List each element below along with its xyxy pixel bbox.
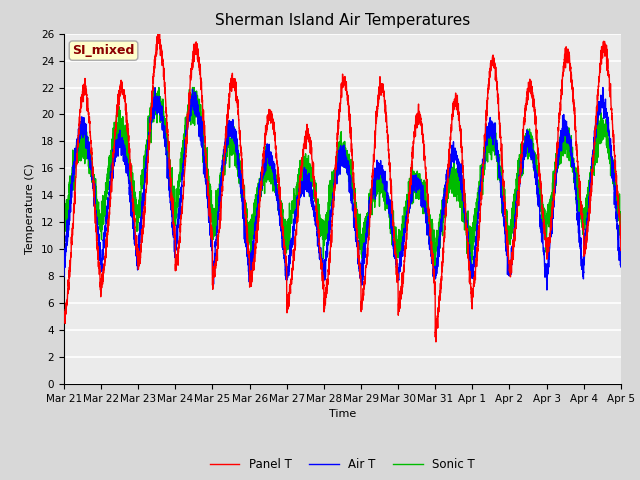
Panel T [436,290,444,296]
Panel T [499,177,507,182]
Line: Air T: Air T [64,87,621,290]
Air T [616,252,624,258]
Air T [436,224,444,230]
Title: Sherman Island Air Temperatures: Sherman Island Air Temperatures [215,13,470,28]
Panel T [617,248,625,253]
Air T [617,264,625,270]
Sonic T [616,225,624,231]
Sonic T [431,265,439,271]
Line: Sonic T: Sonic T [64,87,621,268]
Air T [60,274,68,279]
Sonic T [617,213,625,219]
Sonic T [161,123,168,129]
Text: SI_mixed: SI_mixed [72,44,135,57]
Panel T [322,285,330,290]
Sonic T [60,232,68,238]
Panel T [432,339,440,345]
Sonic T [499,180,507,186]
Panel T [616,222,624,228]
Air T [160,129,168,135]
Sonic T [436,220,444,226]
Sonic T [468,230,476,236]
Y-axis label: Temperature (C): Temperature (C) [26,163,35,254]
Air T [499,199,506,205]
Air T [599,84,607,90]
Air T [322,262,330,267]
Sonic T [322,225,330,230]
Air T [543,287,551,293]
Panel T [161,72,168,77]
Panel T [60,319,68,324]
Panel T [468,295,476,300]
Sonic T [150,84,157,90]
Legend: Panel T, Air T, Sonic T: Panel T, Air T, Sonic T [205,454,480,476]
X-axis label: Time: Time [329,409,356,419]
Panel T [154,29,162,35]
Line: Panel T: Panel T [64,32,621,342]
Air T [467,271,475,277]
